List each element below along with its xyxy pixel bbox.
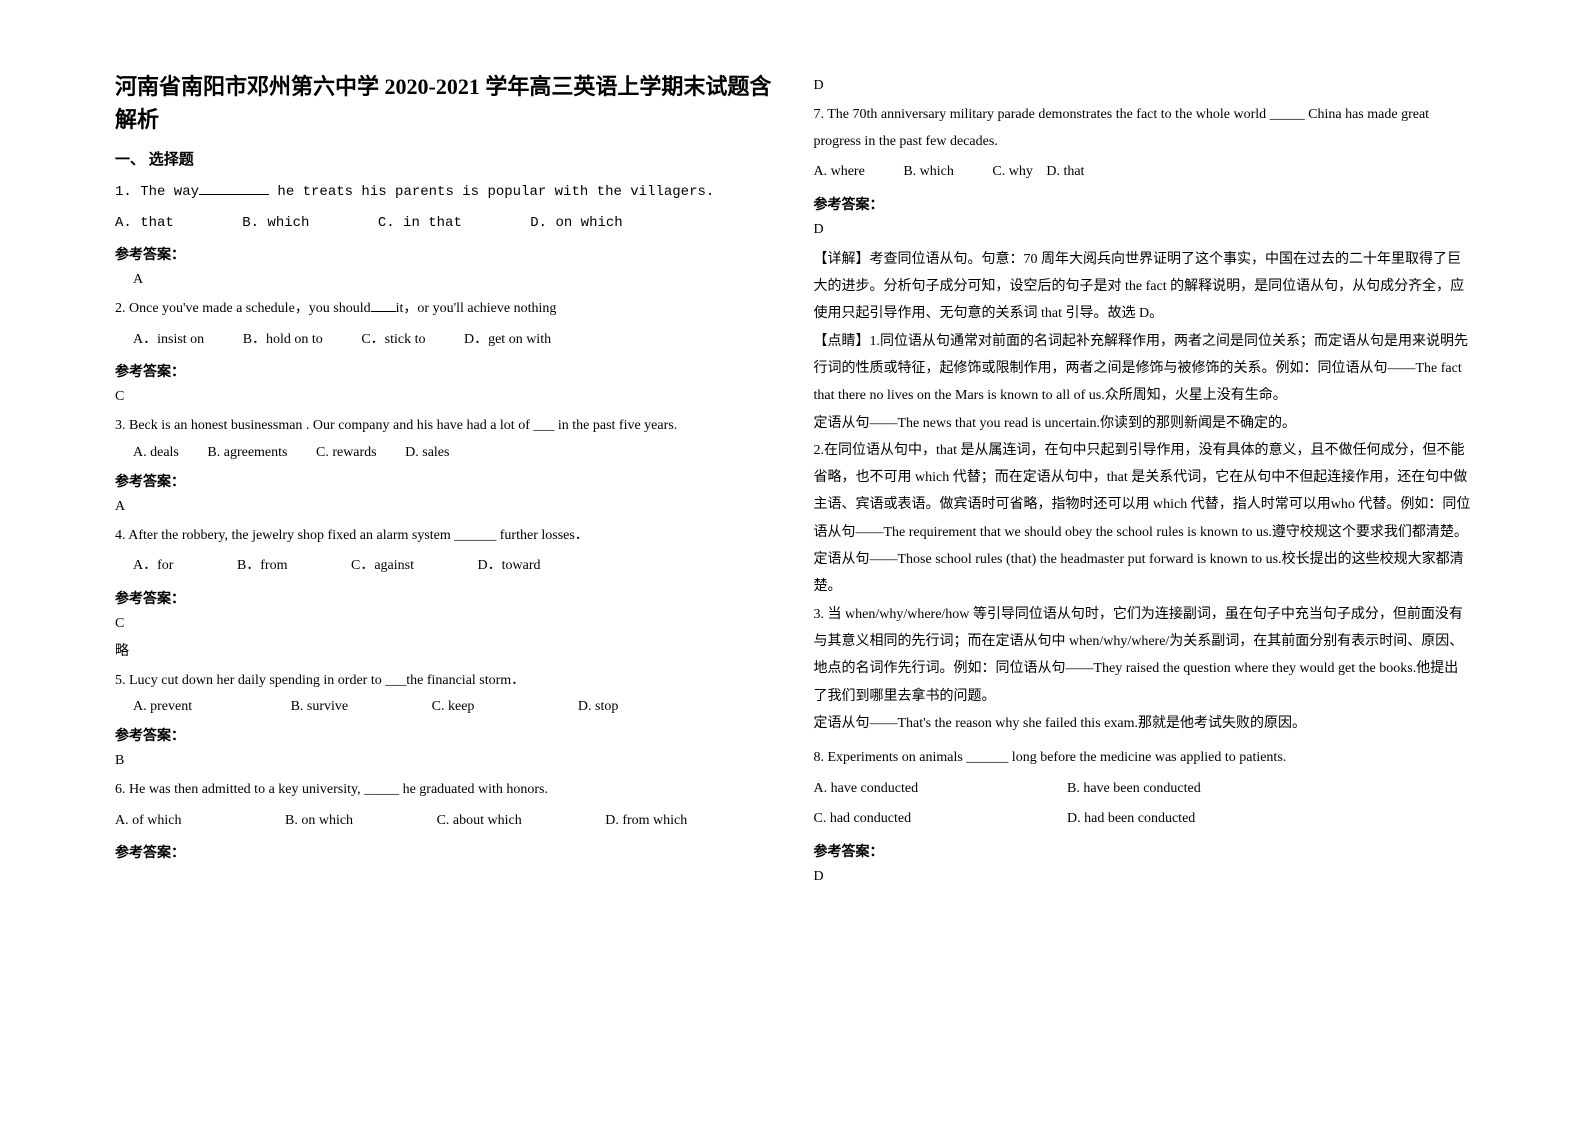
q4-opt-a: A．for: [133, 553, 173, 580]
q4-answer-label: 参考答案：: [115, 588, 774, 608]
blank: [199, 181, 269, 195]
q2-opt-c: C．stick to: [361, 327, 425, 354]
q3-opt-c: C. rewards: [316, 440, 377, 467]
q7-exp4: 2.在同位语从句中，that 是从属连词，在句中只起到引导作用，没有具体的意义，…: [814, 437, 1473, 546]
q4-answer: C: [115, 616, 774, 632]
q8-opt-a: A. have conducted: [814, 776, 1064, 803]
q1-opt-c: C. in that: [378, 210, 462, 237]
q2-opt-b: B．hold on to: [243, 327, 323, 354]
q6-opt-c: C. about which: [437, 808, 522, 835]
q3-opt-a: A. deals: [133, 440, 179, 467]
q6-answer-label: 参考答案：: [115, 842, 774, 862]
q5-opt-b: B. survive: [291, 694, 349, 721]
q7-exp7: 定语从句——That's the reason why she failed t…: [814, 710, 1473, 737]
q6-opt-d: D. from which: [605, 808, 687, 835]
q1-opt-a: A. that: [115, 210, 174, 237]
q8-opt-d: D. had been conducted: [1067, 806, 1195, 833]
q3-answer: A: [115, 499, 774, 515]
q5-text: 5. Lucy cut down her daily spending in o…: [115, 668, 774, 695]
q1-options: A. that B. which C. in that D. on which: [115, 210, 774, 237]
q8-answer: D: [814, 869, 1473, 885]
q6-options: A. of which B. on which C. about which D…: [115, 808, 774, 835]
q3-opt-d: D. sales: [405, 440, 449, 467]
blank: [371, 298, 396, 312]
q7-exp2: 【点睛】1.同位语从句通常对前面的名词起补充解释作用，两者之间是同位关系；而定语…: [814, 328, 1473, 410]
q2-pre: 2. Once you've made a schedule，you shoul…: [115, 301, 371, 316]
q8-answer-label: 参考答案：: [814, 841, 1473, 861]
q2-opt-d: D．get on with: [464, 327, 551, 354]
q7-exp6: 3. 当 when/why/where/how 等引导同位语从句时，它们为连接副…: [814, 601, 1473, 710]
q4-opt-c: C．against: [351, 553, 414, 580]
q4-text: 4. After the robbery, the jewelry shop f…: [115, 523, 774, 550]
q3-options: A. deals B. agreements C. rewards D. sal…: [115, 440, 774, 467]
q5-opt-c: C. keep: [432, 694, 475, 721]
q2-answer: C: [115, 389, 774, 405]
q1-answer: A: [115, 272, 774, 288]
q7-exp5: 定语从句——Those school rules (that) the head…: [814, 546, 1473, 601]
q7-opt-b: B. which: [903, 159, 954, 186]
q7-exp3: 定语从句——The news that you read is uncertai…: [814, 410, 1473, 437]
q2-opt-a: A．insist on: [133, 327, 204, 354]
q7-opt-a: A. where: [814, 159, 865, 186]
q1-answer-label: 参考答案：: [115, 244, 774, 264]
q6-opt-b: B. on which: [285, 808, 353, 835]
q3-opt-b: B. agreements: [207, 440, 287, 467]
q5-opt-d: D. stop: [578, 694, 618, 721]
q4-opt-d: D．toward: [478, 553, 541, 580]
q1-post: he treats his parents is popular with th…: [269, 184, 714, 200]
q6-text: 6. He was then admitted to a key univers…: [115, 777, 774, 804]
q4-note: 略: [115, 640, 774, 660]
q2-answer-label: 参考答案：: [115, 361, 774, 381]
q2-options: A．insist on B．hold on to C．stick to D．ge…: [115, 327, 774, 354]
q5-options: A. prevent B. survive C. keep D. stop: [115, 694, 774, 721]
q7-answer-label: 参考答案：: [814, 194, 1473, 214]
q7-options: A. where B. which C. why D. that: [814, 159, 1473, 186]
q7-text: 7. The 70th anniversary military parade …: [814, 102, 1473, 155]
q1-opt-d: D. on which: [530, 210, 622, 237]
q5-answer: B: [115, 753, 774, 769]
q8-options-row2: C. had conducted D. had been conducted: [814, 806, 1473, 833]
q4-options: A．for B．from C．against D．toward: [115, 553, 774, 580]
q8-opt-c: C. had conducted: [814, 806, 1064, 833]
q3-answer-label: 参考答案：: [115, 471, 774, 491]
q3-text: 3. Beck is an honest businessman . Our c…: [115, 413, 774, 440]
q7-exp1: 【详解】考查同位语从句。句意：70 周年大阅兵向世界证明了这个事实，中国在过去的…: [814, 246, 1473, 328]
q6-opt-a: A. of which: [115, 808, 182, 835]
q6-answer: D: [814, 78, 1473, 94]
q1-opt-b: B. which: [242, 210, 309, 237]
left-column: 河南省南阳市邓州第六中学 2020-2021 学年高三英语上学期末试题含解析 一…: [95, 70, 794, 1052]
q4-opt-b: B．from: [237, 553, 288, 580]
q8-options-row1: A. have conducted B. have been conducted: [814, 776, 1473, 803]
q2-post: it，or you'll achieve nothing: [396, 301, 557, 316]
q1-text: 1. The way he treats his parents is popu…: [115, 179, 774, 206]
q7-opt-d: D. that: [1046, 159, 1084, 186]
section-heading: 一、 选择题: [115, 148, 774, 169]
q7-answer: D: [814, 222, 1473, 238]
q2-text: 2. Once you've made a schedule，you shoul…: [115, 296, 774, 323]
q5-opt-a: A. prevent: [133, 694, 192, 721]
q8-opt-b: B. have been conducted: [1067, 776, 1201, 803]
right-column: D 7. The 70th anniversary military parad…: [794, 70, 1493, 1052]
q1-pre: 1. The way: [115, 184, 199, 200]
q7-opt-c: C. why: [992, 159, 1032, 186]
q8-text: 8. Experiments on animals ______ long be…: [814, 745, 1473, 772]
q5-answer-label: 参考答案：: [115, 725, 774, 745]
document-title: 河南省南阳市邓州第六中学 2020-2021 学年高三英语上学期末试题含解析: [115, 70, 774, 136]
